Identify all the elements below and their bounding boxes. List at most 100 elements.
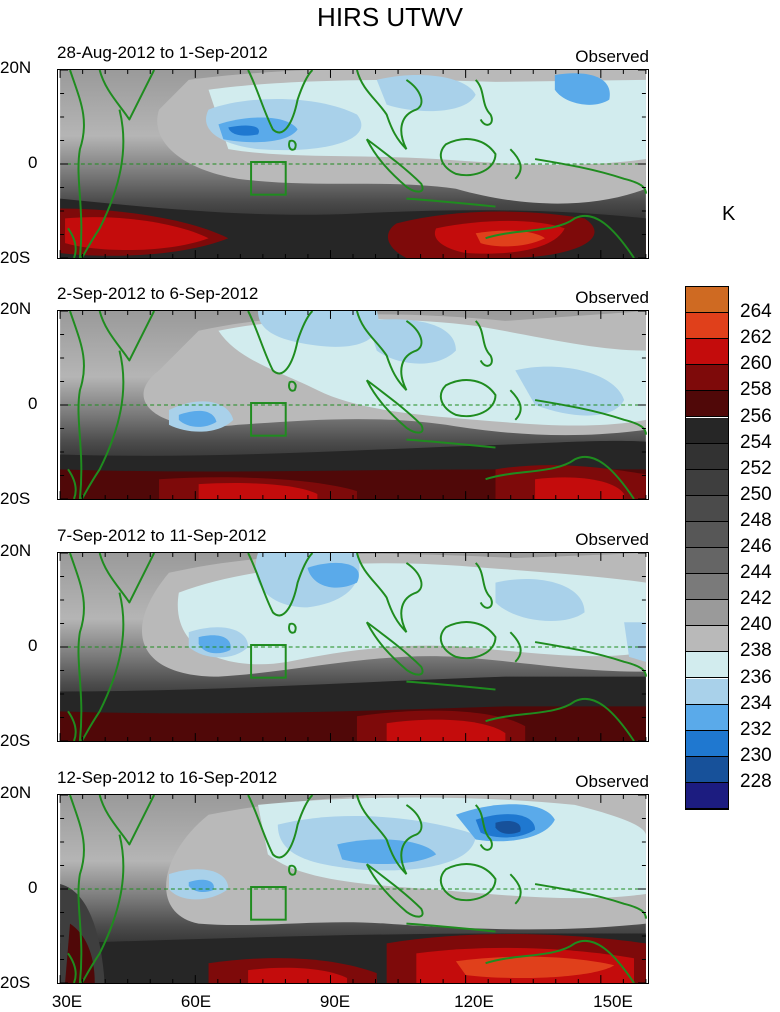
coastline	[69, 311, 85, 499]
coastline	[406, 438, 496, 449]
coastline	[69, 795, 85, 983]
moist-region	[258, 311, 379, 347]
coastline	[247, 795, 314, 859]
coastline	[355, 70, 423, 150]
panel-date-range: 2-Sep-2012 to 6-Sep-2012	[57, 284, 259, 303]
coastline	[81, 109, 125, 258]
coastline	[288, 139, 297, 151]
colorbar-tick-label: 228	[740, 770, 772, 792]
y-axis-tick-label: 20N	[0, 299, 32, 318]
colorbar-segment	[686, 756, 728, 783]
panel-source-label: Observed	[575, 530, 649, 549]
coastline	[474, 79, 493, 126]
colorbar-segment	[686, 495, 728, 522]
y-axis-tick-label: 20S	[0, 731, 31, 750]
coastline	[98, 553, 156, 605]
coastline	[534, 399, 647, 435]
contour-map	[57, 310, 649, 500]
coastline	[485, 697, 635, 741]
moist-region	[178, 410, 217, 427]
y-axis-tick-label: 20N	[0, 58, 32, 77]
colorbar-segment	[686, 287, 728, 314]
coastline	[365, 379, 424, 434]
coastline	[98, 311, 156, 363]
coastline	[534, 883, 647, 919]
coastline	[406, 922, 496, 933]
moist-region	[495, 578, 585, 621]
colorbar-segment	[686, 391, 728, 418]
y-axis-tick-label: 20N	[0, 541, 32, 560]
x-axis-tick-label: 60E	[180, 992, 212, 1011]
colorbar-segment	[686, 652, 728, 679]
panel-source-label: Observed	[575, 47, 649, 66]
colorbar-tick-label: 262	[740, 327, 772, 349]
moist-region	[198, 635, 231, 654]
moist-region	[366, 319, 456, 364]
coastline	[67, 227, 77, 258]
coastline	[288, 864, 297, 876]
study-region-box	[250, 161, 287, 196]
colorbar-tick-label: 248	[740, 509, 772, 531]
coastline	[365, 863, 424, 918]
colorbar-tick-label: 240	[740, 614, 772, 636]
coastline	[288, 380, 297, 392]
y-axis-tick-label: 20S	[0, 489, 31, 508]
y-axis-tick-label: 0	[28, 394, 38, 413]
coastline	[69, 553, 85, 741]
coastline	[98, 70, 156, 122]
colorbar-segment	[686, 521, 728, 548]
coastline	[247, 553, 314, 617]
x-axis-tick-label: 90E	[319, 992, 351, 1011]
coastline	[439, 863, 497, 902]
coastline	[98, 795, 156, 847]
panel-source-label: Observed	[575, 288, 649, 307]
colorbar-segment	[686, 443, 728, 470]
colorbar-tick-label: 256	[740, 405, 772, 427]
colorbar-tick-label: 238	[740, 640, 772, 662]
coastline	[439, 621, 497, 660]
study-region-box	[250, 886, 287, 921]
y-axis-tick-label: 20S	[0, 973, 31, 992]
coastline	[365, 138, 424, 193]
colorbar-segment	[686, 704, 728, 731]
moist-region	[495, 821, 521, 834]
colorbar-segment	[686, 313, 728, 340]
coastline	[365, 621, 424, 676]
colorbar-segment	[686, 782, 728, 809]
figure-title: HIRS UTWV	[317, 2, 463, 32]
colorbar-segment	[686, 469, 728, 496]
colorbar-segment	[686, 600, 728, 627]
coastline	[534, 158, 647, 194]
x-axis-tick-label: 150E	[593, 992, 633, 1011]
colorbar-unit-label: K	[722, 203, 736, 225]
colorbar-tick-label: 242	[740, 588, 772, 610]
dry-region	[535, 477, 625, 499]
moist-region	[515, 366, 625, 416]
colorbar-tick-label: 230	[740, 744, 772, 766]
coastline	[81, 350, 125, 499]
coastline	[67, 710, 77, 741]
colorbar-tick-label: 234	[740, 692, 772, 714]
dry-region	[475, 230, 545, 247]
map-panel: 7-Sep-2012 to 11-Sep-2012 Observed	[57, 526, 649, 742]
coastline	[439, 138, 497, 177]
colorbar-segment	[686, 626, 728, 653]
colorbar-tick-label: 244	[740, 562, 772, 584]
coastline	[69, 70, 85, 258]
coastline	[474, 562, 493, 609]
coastline	[81, 834, 125, 983]
coastline	[474, 804, 493, 851]
moist-region	[337, 839, 437, 865]
coastline	[355, 311, 423, 391]
x-axis-tick-label: 120E	[454, 992, 494, 1011]
coastline	[439, 379, 497, 418]
panel-date-range: 12-Sep-2012 to 16-Sep-2012	[57, 768, 278, 787]
y-axis-tick-label: 20S	[0, 248, 31, 267]
colorbar-tick-label: 258	[740, 379, 772, 401]
contour-map	[57, 552, 649, 742]
colorbar-tick-label: 252	[740, 457, 772, 479]
coastline	[406, 197, 496, 208]
colorbar-tick-label: 236	[740, 666, 772, 688]
coastline	[247, 311, 314, 375]
colorbar-segment	[686, 574, 728, 601]
